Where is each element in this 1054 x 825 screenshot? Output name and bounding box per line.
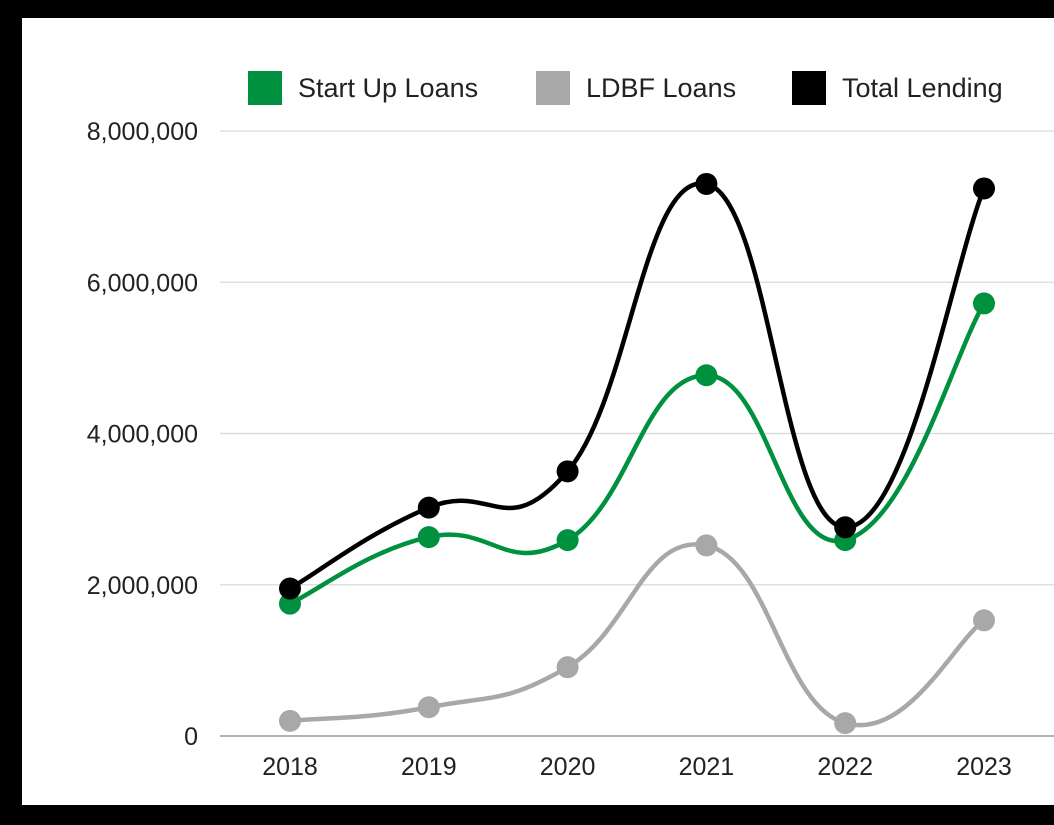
- x-tick-label: 2020: [540, 753, 596, 781]
- series-line-total-lending: [287, 181, 987, 591]
- data-point-ldbf-loans[interactable]: [556, 656, 579, 679]
- series-ldbf-loans: [279, 534, 995, 735]
- x-tick-label: 2022: [817, 753, 873, 781]
- legend-item-ldbf-loans[interactable]: LDBF Loans: [536, 71, 736, 105]
- data-point-total-lending[interactable]: [834, 516, 857, 539]
- data-point-ldbf-loans[interactable]: [834, 712, 857, 735]
- legend-item-start-up-loans[interactable]: Start Up Loans: [248, 71, 478, 105]
- legend-swatch: [792, 71, 826, 105]
- y-tick-label: 6,000,000: [87, 269, 198, 297]
- legend: Start Up Loans LDBF Loans Total Lending: [248, 71, 1003, 105]
- data-point-total-lending[interactable]: [695, 172, 718, 195]
- data-point-start-up-loans[interactable]: [695, 364, 718, 387]
- data-point-start-up-loans[interactable]: [973, 292, 995, 315]
- legend-label: LDBF Loans: [586, 73, 736, 103]
- legend-swatch: [248, 71, 282, 105]
- data-point-ldbf-loans[interactable]: [279, 709, 301, 732]
- data-point-total-lending[interactable]: [279, 577, 301, 600]
- series-lines: [279, 172, 995, 735]
- series-line-ldbf-loans: [287, 542, 987, 728]
- line-chart: 0 2,000,000 4,000,000 6,000,000 8,000,000 20…: [87, 71, 1054, 781]
- data-point-total-lending[interactable]: [973, 177, 995, 200]
- series-start-up-loans: [279, 292, 995, 615]
- gridlines: [220, 130, 1054, 737]
- data-point-start-up-loans[interactable]: [556, 529, 579, 552]
- series-line-start-up-loans: [287, 301, 987, 606]
- y-tick-label: 2,000,000: [87, 572, 198, 600]
- legend-label: Total Lending: [842, 73, 1003, 103]
- y-tick-label: 8,000,000: [87, 118, 198, 146]
- data-point-ldbf-loans[interactable]: [417, 696, 440, 719]
- data-point-start-up-loans[interactable]: [417, 526, 440, 549]
- x-tick-label: 2018: [262, 753, 318, 781]
- data-point-ldbf-loans[interactable]: [695, 534, 718, 557]
- data-point-total-lending[interactable]: [556, 460, 579, 483]
- chart-panel: 0 2,000,000 4,000,000 6,000,000 8,000,000 20…: [22, 18, 1054, 805]
- x-tick-label: 2019: [401, 753, 457, 781]
- legend-item-total-lending[interactable]: Total Lending: [792, 71, 1003, 105]
- x-tick-label: 2021: [679, 753, 735, 781]
- y-tick-label: 4,000,000: [87, 421, 198, 449]
- data-point-total-lending[interactable]: [417, 496, 440, 519]
- legend-label: Start Up Loans: [298, 73, 478, 103]
- data-point-ldbf-loans[interactable]: [973, 609, 995, 632]
- legend-swatch: [536, 71, 570, 105]
- x-tick-label: 2023: [956, 753, 1012, 781]
- y-axis-ticks: 0 2,000,000 4,000,000 6,000,000 8,000,000: [87, 118, 198, 751]
- series-total-lending: [279, 172, 995, 600]
- data-point-start-up-loans[interactable]: [279, 592, 301, 615]
- y-tick-label: 0: [184, 723, 198, 751]
- x-axis-ticks: 2018 2019 2020 2021 2022 2023: [262, 753, 1012, 781]
